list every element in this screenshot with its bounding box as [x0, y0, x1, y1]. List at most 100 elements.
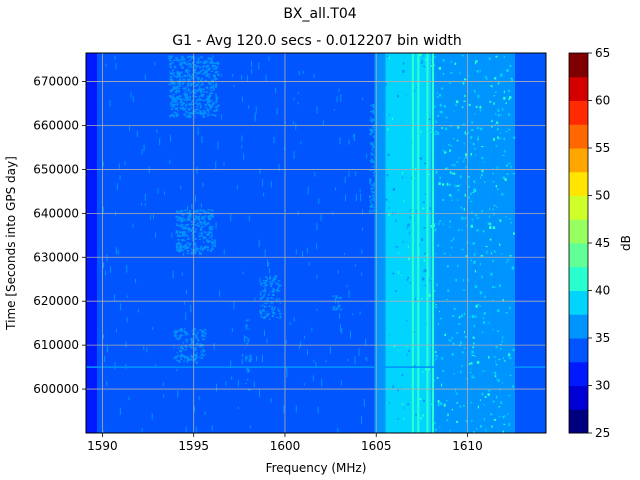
interference-cell [197, 109, 199, 111]
heatmap-cell [333, 108, 335, 111]
heatmap-cell [141, 428, 143, 433]
colorbar-segment [569, 53, 588, 78]
interference-cell [204, 79, 208, 82]
heatmap-cell [181, 231, 183, 237]
interference-cell [193, 211, 197, 213]
heatmap-cell [391, 331, 394, 333]
interference-cell [209, 89, 212, 92]
interference-cell [184, 209, 187, 212]
interference-cell [200, 94, 204, 97]
interference-cell [212, 87, 214, 90]
interference-cell [176, 95, 179, 98]
interference-cell [189, 229, 193, 232]
interference-cell [195, 66, 197, 68]
interference-cell [179, 107, 182, 110]
heatmap-cell [339, 324, 341, 333]
heatmap-cell [395, 246, 398, 248]
interference-cell [277, 300, 280, 303]
y-tick-label: 600000 [33, 382, 79, 396]
heatmap-cell [397, 94, 400, 98]
heatmap-cell [387, 128, 389, 131]
heatmap-cell [492, 328, 494, 331]
interference-cell [207, 103, 211, 107]
heatmap-cell [444, 106, 446, 108]
interference-cell [190, 346, 193, 349]
heatmap-cell [475, 105, 478, 108]
interference-cell [209, 94, 212, 97]
heatmap-cell [415, 339, 418, 342]
interference-cell [175, 112, 178, 115]
heatmap-cell [430, 131, 433, 133]
interference-cell [183, 87, 186, 90]
interference-cell [199, 61, 201, 64]
interference-cell [177, 109, 179, 112]
heatmap-cell [464, 158, 467, 161]
heatmap-cell [279, 297, 281, 301]
heatmap-cell [422, 207, 425, 210]
interference-cell [376, 185, 379, 189]
interference-cell [195, 336, 199, 339]
interference-cell [210, 249, 212, 252]
heatmap-cell [480, 413, 482, 415]
heatmap-cell [499, 348, 502, 350]
interference-cell [208, 97, 211, 100]
heatmap-cell [236, 185, 238, 190]
interference-cell [263, 293, 266, 296]
interference-cell [177, 76, 180, 78]
heatmap-cell [181, 272, 183, 276]
heatmap-cell [446, 419, 449, 422]
heatmap-cell [495, 184, 498, 188]
frequency-band [374, 53, 386, 433]
interference-cell [187, 98, 190, 100]
heatmap-cell [264, 282, 266, 289]
heatmap-cell [190, 304, 192, 313]
heatmap-cell [424, 268, 428, 272]
interference-cell [206, 107, 208, 110]
heatmap-cell [423, 227, 426, 229]
interference-cell [198, 87, 200, 89]
interference-cell [183, 218, 186, 221]
heatmap-cell [468, 362, 471, 366]
heatmap-cell [472, 142, 475, 146]
interference-cell [176, 355, 180, 357]
interference-cell [249, 351, 253, 354]
interference-cell [175, 56, 178, 59]
heatmap-cell [494, 123, 497, 126]
interference-cell [187, 216, 190, 219]
heatmap-cell [225, 381, 227, 386]
interference-cell [187, 82, 190, 86]
heatmap-cell [463, 142, 465, 145]
interference-cell [247, 385, 250, 387]
interference-cell [190, 248, 192, 250]
interference-cell [196, 108, 199, 110]
interference-cell [168, 95, 172, 98]
heatmap-cell [500, 114, 502, 116]
heatmap-cell [490, 413, 493, 416]
heatmap-cell [422, 66, 425, 69]
interference-cell [216, 65, 219, 68]
heatmap-cell [413, 193, 415, 195]
heatmap-cell [504, 415, 506, 417]
interference-cell [335, 293, 337, 295]
heatmap-cell [171, 232, 173, 238]
colorbar-segment [569, 171, 588, 196]
interference-cell [193, 110, 196, 112]
heatmap-cell [450, 240, 453, 242]
heatmap-cell [486, 60, 489, 64]
heatmap-cell [494, 77, 497, 80]
heatmap-cell [393, 345, 396, 347]
interference-cell [188, 108, 191, 111]
interference-cell [211, 238, 213, 240]
interference-cell [246, 350, 248, 352]
heatmap-cell [401, 403, 404, 405]
interference-cell [176, 247, 178, 250]
interference-cell [210, 59, 213, 62]
heatmap-cell [496, 206, 498, 208]
heatmap-cell [476, 70, 479, 73]
interference-cell [174, 112, 177, 114]
interference-cell [210, 82, 212, 86]
interference-cell [369, 205, 373, 208]
interference-cell [173, 98, 176, 101]
heatmap-cell [211, 241, 213, 249]
interference-cell [369, 119, 372, 121]
